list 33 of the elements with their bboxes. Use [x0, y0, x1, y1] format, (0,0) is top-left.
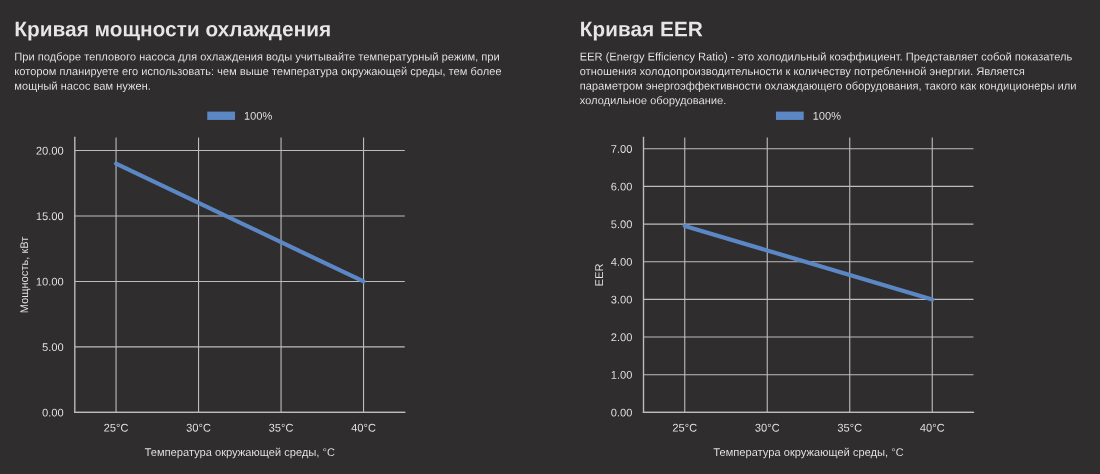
chart-subtitle: При подборе теплового насоса для охлаждения воды учитывайте температурный режим, при котором планируете его использовать: чем выше температура окружающей среды, тем более мощный насос вам нужен.: [15, 52, 502, 93]
chart-title: Кривая EER: [581, 21, 703, 41]
y-tick-label: 6.00: [611, 182, 632, 191]
x-tick-label: 35°C: [837, 423, 862, 432]
line-series: [113, 161, 366, 284]
x-axis-title: Температура окружающей среды, °C: [144, 447, 335, 459]
x-axis-title: Температура окружающей среды, °C: [713, 447, 904, 459]
y-tick-label: 0.00: [42, 408, 64, 417]
y-tick-label: 5.00: [611, 220, 632, 229]
y-tick-label: 5.00: [42, 343, 64, 352]
y-tick-label: 3.00: [611, 295, 632, 304]
x-tick-label: 30°C: [186, 423, 211, 432]
y-tick-label: 7.00: [611, 145, 632, 153]
y-tick-label: 4.00: [611, 258, 632, 266]
y-axis-title: EER: [595, 264, 603, 286]
y-tick-label: 0.00: [611, 408, 632, 417]
x-tick-label: 25°C: [672, 423, 697, 432]
y-tick-label: 10.00: [36, 277, 64, 286]
y-axis-title: Мощность, кВт: [20, 236, 31, 313]
x-tick-label: 30°C: [755, 423, 780, 432]
line-series: [682, 223, 935, 302]
chart-subtitle: EER (Energy Efficiency Ratio) - это холодильный коэффициент. Представляет собой показатель отношения холодопроизводительности к количеству потребленной энергии. Является параметром энергоэффективности охлаждающего оборудования, такого как кондиционеры или холодильное оборудование.: [579, 52, 1076, 107]
y-tick-label: 2.00: [611, 333, 632, 342]
legend-label: 100%: [813, 111, 841, 120]
chart-title: Кривая мощности охлаждения: [15, 21, 330, 41]
x-tick-label: 40°C: [920, 423, 945, 432]
x-tick-label: 35°C: [269, 423, 294, 432]
legend-label: 100%: [244, 111, 272, 120]
y-tick-label: 15.00: [36, 212, 64, 221]
y-tick-label: 20.00: [36, 146, 64, 155]
x-tick-label: 40°C: [351, 423, 376, 432]
y-tick-label: 1.00: [611, 370, 632, 379]
x-tick-label: 25°C: [104, 423, 129, 432]
